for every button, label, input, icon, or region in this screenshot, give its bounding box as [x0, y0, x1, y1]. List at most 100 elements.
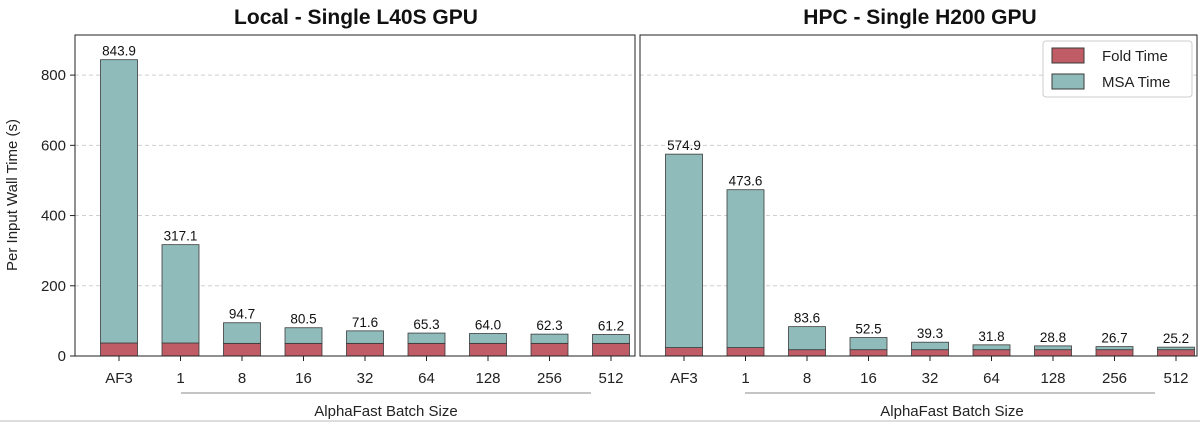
- x-tick-label: 512: [598, 370, 623, 387]
- bar-fold-time: [788, 349, 826, 357]
- x-tick-label: AF3: [670, 370, 698, 387]
- data-label-total: 39.3: [917, 326, 943, 341]
- bar-msa-time: [346, 330, 384, 344]
- x-tick-label: 256: [537, 370, 562, 387]
- y-ticks-local: 0 200 400 600 800: [41, 67, 75, 365]
- grid-local: [75, 74, 635, 287]
- legend-label-msa: MSA Time: [1102, 74, 1170, 91]
- bar-fold-time: [665, 347, 703, 357]
- bar-msa-time: [911, 341, 949, 351]
- bar-msa-time: [1095, 346, 1134, 351]
- bar-fold-time: [469, 342, 507, 357]
- bar-msa-time: [1157, 346, 1195, 351]
- data-label-total: 64.0: [475, 318, 501, 333]
- grid-hpc: [640, 74, 1197, 287]
- bar-msa-time: [726, 189, 765, 348]
- bar-msa-time: [788, 326, 826, 351]
- bar-fold-time: [530, 342, 569, 357]
- bar-fold-time: [1157, 349, 1195, 357]
- bars-local: [100, 59, 630, 357]
- x-tick-label: 1: [741, 370, 749, 387]
- bar-msa-time: [161, 244, 200, 344]
- y-tick-label: 200: [41, 278, 66, 295]
- x-tick-label: 8: [803, 370, 811, 387]
- bar-fold-time: [849, 349, 888, 357]
- data-label-total: 317.1: [164, 229, 198, 244]
- bar-msa-time: [1034, 345, 1072, 351]
- data-label-total: 83.6: [794, 311, 820, 326]
- legend-swatch-msa: [1051, 73, 1085, 90]
- x-tick-label: 32: [357, 370, 374, 387]
- x-tick-label: 1: [176, 370, 184, 387]
- data-labels-local: 843.9 317.1 94.7 80.5 71.6 65.3 64.0 62.3 61.2: [102, 44, 624, 334]
- bars-hpc: [665, 153, 1195, 357]
- x-axis-label-hpc: AlphaFast Batch Size: [880, 403, 1023, 420]
- bar-msa-time: [100, 59, 138, 344]
- y-axis-label: Per Input Wall Time (s): [4, 119, 21, 271]
- chart-panel-hpc: HPC - Single H200 GPU 574.9 473.6 83.6 52.5…: [639, 6, 1198, 420]
- data-label-total: 31.8: [978, 329, 1004, 344]
- x-tick-label: 32: [922, 370, 939, 387]
- bar-fold-time: [972, 349, 1011, 357]
- x-tick-label: 512: [1163, 370, 1188, 387]
- bar-fold-time: [407, 342, 446, 357]
- legend-swatch-fold: [1051, 47, 1085, 64]
- data-labels-hpc: 574.9 473.6 83.6 52.5 39.3 31.8 28.8 26.7 25.2: [667, 138, 1189, 346]
- data-label-total: 62.3: [536, 318, 562, 333]
- x-tick-label: AF3: [105, 370, 133, 387]
- bar-msa-time: [284, 327, 323, 344]
- bar-fold-time: [1034, 349, 1072, 357]
- chart-title-local: Local - Single L40S GPU: [234, 6, 478, 29]
- bar-fold-time: [726, 347, 765, 357]
- plot-frame-hpc: [639, 34, 1198, 357]
- data-label-total: 843.9: [102, 44, 136, 59]
- data-label-total: 574.9: [667, 138, 701, 153]
- chart-title-hpc: HPC - Single H200 GPU: [803, 6, 1036, 29]
- data-label-total: 94.7: [229, 307, 255, 322]
- x-tick-label: 256: [1102, 370, 1127, 387]
- bar-fold-time: [1095, 349, 1134, 357]
- bar-msa-time: [972, 344, 1011, 351]
- x-tick-label: 16: [860, 370, 877, 387]
- bar-msa-time: [469, 333, 507, 344]
- x-ticks-hpc: AF3 1 8 16 32 64 128 256 512: [670, 356, 1189, 387]
- y-tick-label: 800: [41, 67, 66, 84]
- x-tick-label: 16: [295, 370, 312, 387]
- data-label-total: 25.2: [1163, 331, 1189, 346]
- y-tick-label: 400: [41, 208, 66, 225]
- plot-frame-local: [74, 34, 636, 357]
- x-tick-label: 128: [1040, 370, 1065, 387]
- data-label-total: 28.8: [1040, 330, 1066, 345]
- x-axis-label-local: AlphaFast Batch Size: [314, 403, 457, 420]
- bar-fold-time: [592, 342, 630, 357]
- bar-fold-time: [100, 342, 138, 357]
- bar-msa-time: [592, 334, 630, 344]
- bar-fold-time: [223, 342, 261, 357]
- data-label-total: 71.6: [352, 315, 378, 330]
- bar-msa-time: [407, 332, 446, 344]
- bar-msa-time: [849, 337, 888, 351]
- bar-fold-time: [911, 349, 949, 357]
- x-tick-label: 8: [238, 370, 246, 387]
- data-label-total: 80.5: [290, 312, 316, 327]
- data-label-total: 26.7: [1101, 331, 1127, 346]
- bar-fold-time: [161, 342, 200, 357]
- x-tick-label: 64: [418, 370, 435, 387]
- x-tick-label: 64: [983, 370, 1000, 387]
- data-label-total: 473.6: [729, 174, 763, 189]
- legend: Fold Time MSA Time: [1042, 40, 1193, 98]
- bar-msa-time: [223, 322, 261, 344]
- y-tick-label: 600: [41, 137, 66, 154]
- y-tick-label: 0: [58, 348, 66, 365]
- legend-label-fold: Fold Time: [1102, 48, 1168, 65]
- data-label-total: 52.5: [855, 322, 881, 337]
- bar-msa-time: [530, 333, 569, 344]
- bar-fold-time: [284, 342, 323, 357]
- data-label-total: 65.3: [413, 317, 439, 332]
- x-tick-label: 128: [475, 370, 500, 387]
- x-ticks-local: AF3 1 8 16 32 64 128 256 512: [105, 356, 624, 387]
- data-label-total: 61.2: [598, 319, 624, 334]
- bar-msa-time: [665, 153, 703, 348]
